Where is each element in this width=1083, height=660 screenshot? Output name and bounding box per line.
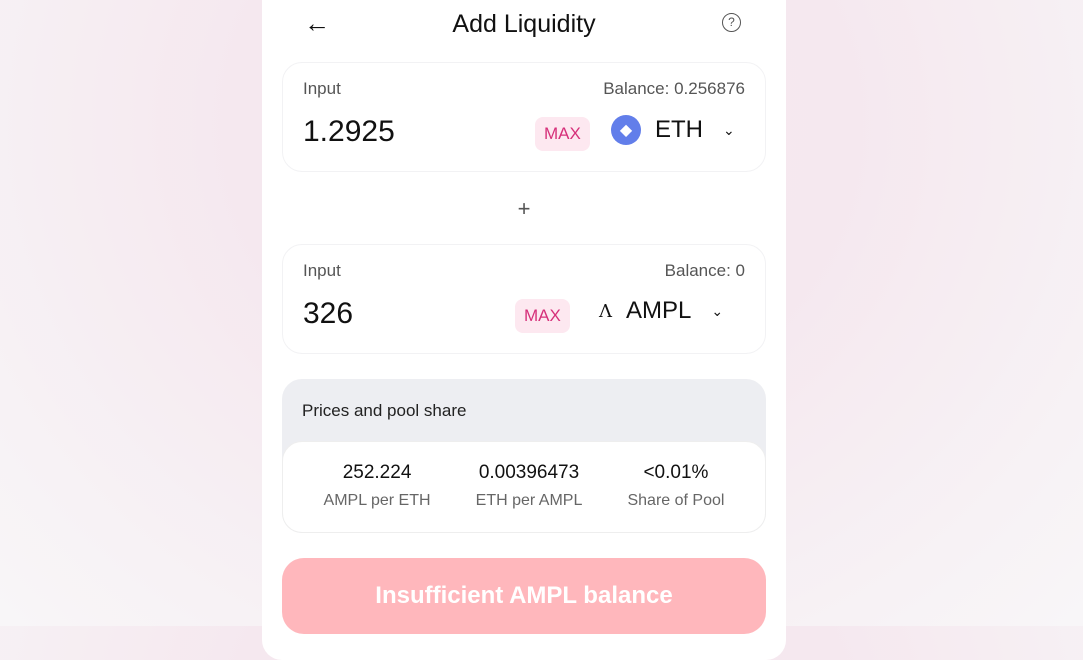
balance-text: Balance: 0.256876 bbox=[603, 79, 745, 98]
max-button[interactable]: MAX bbox=[535, 117, 590, 151]
eth-icon: ◆ bbox=[611, 115, 641, 145]
token-symbol: AMPL bbox=[626, 297, 692, 324]
price-value: <0.01% bbox=[643, 462, 709, 483]
header: ← Add Liquidity ? bbox=[262, 0, 786, 50]
price-label: Share of Pool bbox=[627, 492, 725, 509]
price-label: ETH per AMPL bbox=[475, 492, 583, 509]
arrow-left-icon[interactable]: ← bbox=[304, 8, 330, 38]
plus-icon: + bbox=[517, 196, 531, 221]
price-item: <0.01% Share of Pool bbox=[627, 442, 724, 532]
input-panel-ampl: Input Balance: 0 MAX Λ AMPL ⌄ bbox=[282, 244, 766, 354]
price-item: 252.224 AMPL per ETH bbox=[324, 442, 431, 532]
input-panel-eth: Input Balance: 0.256876 MAX ◆ ETH ⌄ bbox=[282, 62, 766, 172]
prices-values: 252.224 AMPL per ETH 0.00396473 ETH per AM… bbox=[282, 441, 766, 533]
price-item: 0.00396473 ETH per AMPL bbox=[476, 442, 583, 532]
prices-pool-share: Prices and pool share 252.224 AMPL per ET… bbox=[282, 379, 766, 533]
chevron-down-icon: ⌄ bbox=[723, 121, 735, 138]
price-value: 0.00396473 bbox=[478, 462, 580, 483]
amount-input-eth[interactable] bbox=[303, 115, 503, 149]
token-select-ampl[interactable]: Λ AMPL ⌄ bbox=[599, 297, 723, 325]
prices-title: Prices and pool share bbox=[302, 401, 467, 420]
ampl-icon: Λ bbox=[599, 300, 612, 322]
token-select-eth[interactable]: ◆ ETH ⌄ bbox=[611, 115, 735, 145]
add-liquidity-card: ← Add Liquidity ? Input Balance: 0.25687… bbox=[262, 0, 786, 660]
input-label: Input bbox=[303, 79, 341, 98]
price-label: AMPL per ETH bbox=[323, 492, 431, 509]
submit-button[interactable]: Insufficient AMPL balance bbox=[282, 558, 766, 634]
balance-text: Balance: 0 bbox=[664, 261, 745, 280]
max-button[interactable]: MAX bbox=[515, 299, 570, 333]
amount-input-ampl[interactable] bbox=[303, 297, 503, 331]
token-symbol: ETH bbox=[655, 116, 703, 143]
input-label: Input bbox=[303, 261, 341, 280]
price-value: 252.224 bbox=[342, 462, 412, 483]
page-title: Add Liquidity bbox=[452, 10, 596, 38]
question-circle-icon[interactable]: ? bbox=[722, 13, 741, 32]
chevron-down-icon: ⌄ bbox=[711, 302, 724, 319]
